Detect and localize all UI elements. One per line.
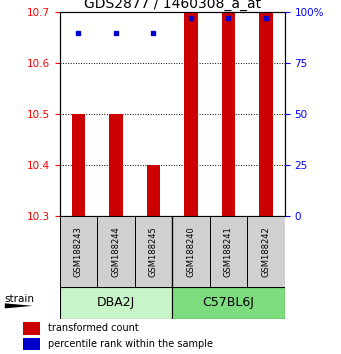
Bar: [172, 216, 210, 287]
Bar: [172, 287, 285, 319]
Text: GSM188240: GSM188240: [187, 226, 195, 277]
Text: GSM188242: GSM188242: [262, 226, 270, 277]
Bar: [23, 338, 40, 350]
Bar: [60, 216, 97, 287]
Text: percentile rank within the sample: percentile rank within the sample: [48, 339, 213, 349]
Text: GSM188244: GSM188244: [112, 226, 120, 277]
Bar: [247, 216, 285, 287]
Bar: [23, 322, 40, 335]
Text: GSM188245: GSM188245: [149, 226, 158, 277]
Text: strain: strain: [5, 294, 35, 304]
Text: DBA2J: DBA2J: [97, 296, 135, 309]
Bar: [184, 12, 197, 216]
Text: GSM188241: GSM188241: [224, 226, 233, 277]
Polygon shape: [5, 303, 33, 308]
Bar: [147, 165, 160, 216]
Bar: [210, 216, 247, 287]
Text: C57BL6J: C57BL6J: [203, 296, 254, 309]
Bar: [222, 12, 235, 216]
Bar: [109, 114, 122, 216]
Text: GSM188243: GSM188243: [74, 226, 83, 277]
Bar: [260, 12, 272, 216]
Title: GDS2877 / 1460308_a_at: GDS2877 / 1460308_a_at: [84, 0, 261, 11]
Bar: [135, 216, 172, 287]
Bar: [60, 287, 172, 319]
Bar: [97, 216, 135, 287]
Bar: [72, 114, 85, 216]
Text: transformed count: transformed count: [48, 323, 139, 333]
